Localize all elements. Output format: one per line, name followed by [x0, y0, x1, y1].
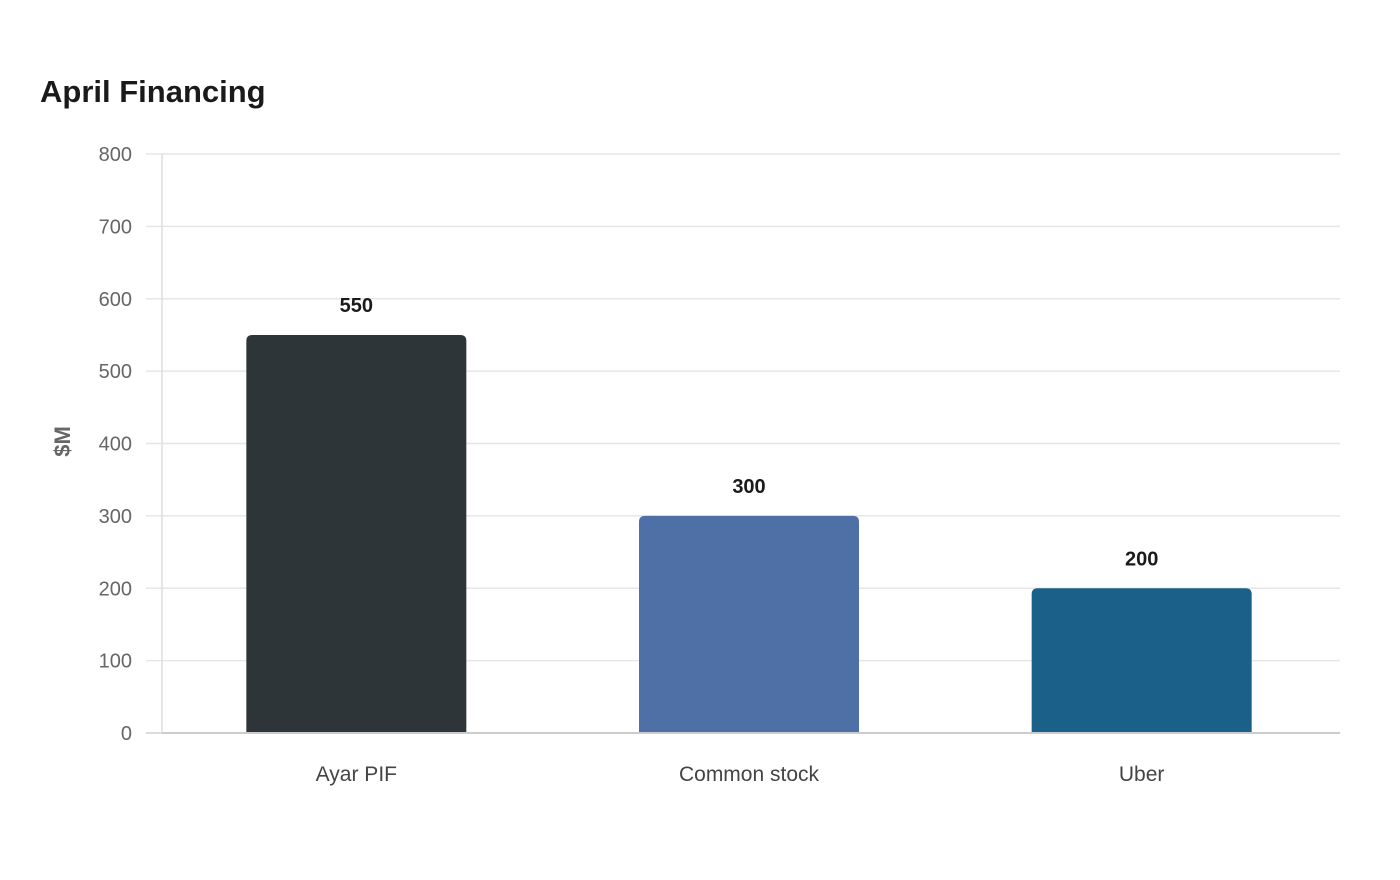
bar-common-stock: [639, 515, 859, 733]
bar-uber: [1031, 588, 1252, 733]
y-tick-label: 600: [99, 289, 132, 311]
y-axis-ticks: 0 100 200 300 400 500 600 700 800: [99, 144, 132, 745]
y-tick-label: 400: [99, 434, 132, 456]
chart-title: April Financing: [40, 74, 266, 109]
y-tick-label: 100: [99, 651, 132, 673]
data-label: 550: [340, 295, 373, 317]
y-tick-label: 300: [99, 506, 132, 528]
y-tick-label: 200: [99, 578, 132, 600]
y-tick-label: 0: [121, 723, 132, 745]
x-axis-category-labels: Ayar PIF Common stock Uber: [316, 763, 1165, 786]
data-label: 300: [732, 476, 765, 498]
y-tick-label: 800: [99, 144, 132, 166]
x-tick-label: Common stock: [679, 763, 820, 786]
bar-ayar-pif: [246, 334, 467, 733]
x-tick-label: Uber: [1119, 763, 1165, 786]
bars: [246, 334, 1252, 733]
y-tick-label: 700: [99, 216, 132, 238]
y-tick-label: 500: [99, 361, 132, 383]
x-tick-label: Ayar PIF: [316, 763, 397, 786]
data-labels: 550 300 200: [340, 295, 1159, 570]
y-axis-title: $M: [50, 426, 75, 457]
data-label: 200: [1125, 548, 1158, 570]
